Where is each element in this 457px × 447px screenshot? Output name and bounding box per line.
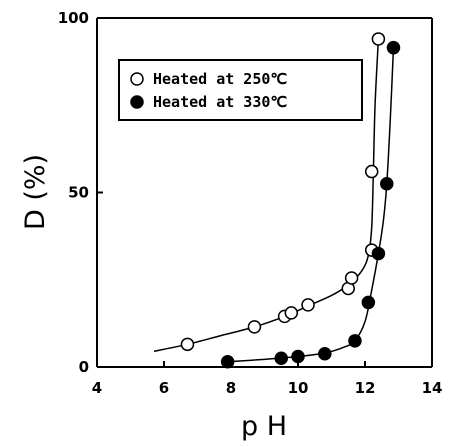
legend-label-250: Heated at 250℃ <box>153 70 287 88</box>
data-point-250 <box>284 306 299 320</box>
data-point-250 <box>301 298 315 312</box>
x-tick-label: 4 <box>92 379 102 397</box>
points <box>180 32 401 369</box>
data-point-330 <box>380 177 394 191</box>
ticks: 4 6 8 10 12 14 0 50 100 <box>58 9 443 397</box>
data-point-250 <box>247 320 262 334</box>
data-point-250 <box>344 271 359 285</box>
legend-marker-open-circle <box>130 72 144 86</box>
y-tick-label: 50 <box>68 184 89 202</box>
data-point-330 <box>291 349 305 364</box>
y-axis-title: D (%) <box>20 154 51 230</box>
data-point-250 <box>371 32 386 46</box>
y-tick-label: 0 <box>79 358 89 376</box>
x-tick-label: 10 <box>288 379 309 397</box>
x-tick-label: 8 <box>226 379 236 397</box>
data-point-250 <box>364 164 379 179</box>
data-point-330 <box>361 295 376 310</box>
x-tick-label: 14 <box>422 379 443 397</box>
legend-box <box>118 59 363 121</box>
legend: Heated at 250℃ Heated at 330℃ <box>118 59 363 121</box>
data-point-330 <box>386 40 401 55</box>
axes <box>96 17 433 368</box>
data-point-330 <box>274 351 288 366</box>
legend-marker-filled-circle <box>130 95 144 109</box>
data-point-330 <box>371 246 386 261</box>
x-tick-label: 12 <box>355 379 376 397</box>
x-axis-title: p H <box>241 411 287 442</box>
data-point-330 <box>220 355 235 369</box>
data-point-330 <box>348 334 362 348</box>
y-tick-label: 100 <box>58 9 89 27</box>
data-point-250 <box>180 337 195 352</box>
legend-label-330: Heated at 330℃ <box>153 93 287 111</box>
x-tick-label: 6 <box>159 379 169 397</box>
data-point-330 <box>318 346 332 361</box>
